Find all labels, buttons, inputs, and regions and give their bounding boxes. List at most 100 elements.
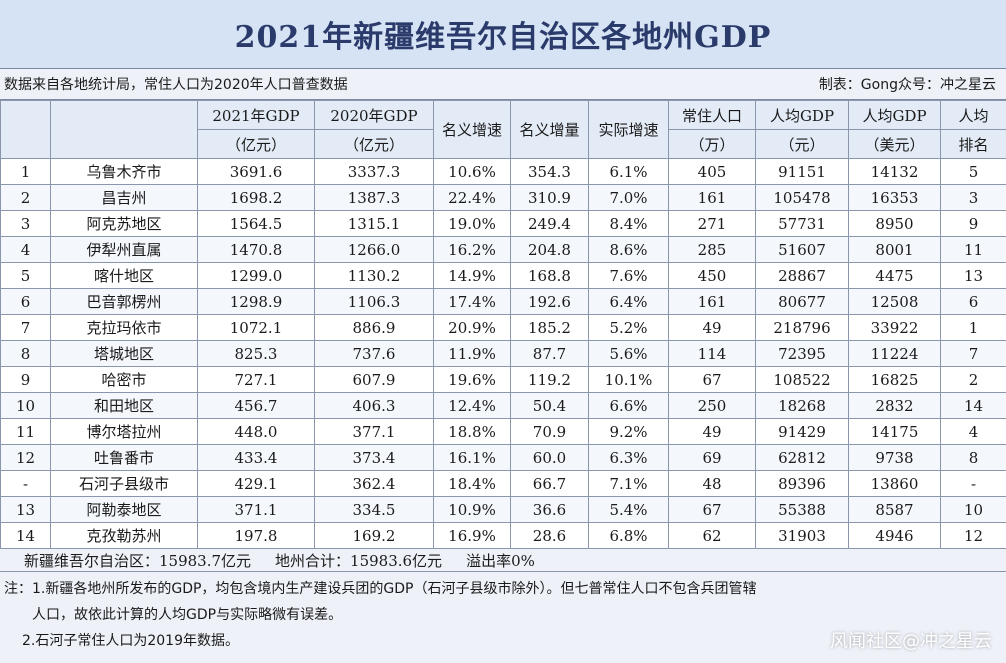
cell-rank: 2 [940,366,1006,393]
header-per-capita-cny-unit: （元） [755,129,849,159]
cell-per-capita-cny: 108522 [755,366,849,393]
cell-gdp2020: 886.9 [314,314,434,341]
cell-index: 13 [0,496,51,523]
header-gdp2020: 2020年GDP [314,100,434,130]
cell-index: 14 [0,522,51,549]
cell-per-capita-cny: 218796 [755,314,849,341]
cell-name: 石河子县级市 [50,470,198,497]
cell-per-capita-cny: 57731 [755,210,849,237]
note-1: 注：1.新疆各地州所发布的GDP，均包含境内生产建设兵团的GDP（石河子县级市除… [4,581,757,597]
table-row: 9 哈密市 727.1 607.9 19.6% 119.2 10.1% 67 108522 168… [0,366,1006,393]
cell-index: 6 [0,288,51,315]
header-per-capita-cny: 人均GDP [755,100,849,130]
cell-per-capita-cny: 89396 [755,470,849,497]
cell-gdp2020: 362.4 [314,470,434,497]
cell-gdp2020: 169.2 [314,522,434,549]
table-row: 2 昌吉州 1698.2 1387.3 22.4% 310.9 7.0% 161 105478 1… [0,184,1006,211]
cell-real-growth: 6.3% [588,444,669,471]
table-row: 1 乌鲁木齐市 3691.6 3337.3 10.6% 354.3 6.1% 405 91151… [0,158,1006,185]
cell-name: 伊犁州直属 [50,236,198,263]
header-row-2: （亿元） （亿元） （万） （元） （美元） 排名 [1,129,1006,159]
cell-real-growth: 8.4% [588,210,669,237]
cell-gdp2021: 456.7 [197,392,315,419]
cell-population: 405 [668,158,756,185]
cell-gdp2020: 377.1 [314,418,434,445]
cell-gdp2020: 1106.3 [314,288,434,315]
header-population: 常住人口 [668,100,756,130]
cell-gdp2021: 197.8 [197,522,315,549]
cell-per-capita-cny: 91151 [755,158,849,185]
cell-population: 161 [668,288,756,315]
cell-real-growth: 5.4% [588,496,669,523]
cell-population: 161 [668,184,756,211]
table-row: 7 克拉玛依市 1072.1 886.9 20.9% 185.2 5.2% 49 218796 3… [0,314,1006,341]
cell-nominal-growth: 18.8% [433,418,511,445]
header-rank-unit: 排名 [940,129,1006,159]
cell-gdp2020: 1130.2 [314,262,434,289]
cell-nominal-increase: 66.7 [510,470,589,497]
header-index [0,100,51,159]
cell-nominal-growth: 20.9% [433,314,511,341]
cell-population: 285 [668,236,756,263]
cell-index: - [0,470,51,497]
header-rank: 人均 [940,100,1006,130]
cell-nominal-growth: 16.2% [433,236,511,263]
table-row: 12 吐鲁番市 433.4 373.4 16.1% 60.0 6.3% 69 62812 9738… [0,444,1006,471]
cell-name: 昌吉州 [50,184,198,211]
cell-nominal-increase: 60.0 [510,444,589,471]
cell-gdp2021: 433.4 [197,444,315,471]
cell-nominal-growth: 16.9% [433,522,511,549]
cell-nominal-increase: 249.4 [510,210,589,237]
header-gdp2020-unit: （亿元） [314,129,434,159]
cell-name: 哈密市 [50,366,198,393]
cell-per-capita-usd: 12508 [848,288,941,315]
cell-gdp2021: 1298.9 [197,288,315,315]
cell-name: 和田地区 [50,392,198,419]
cell-name: 克孜勒苏州 [50,522,198,549]
cell-per-capita-usd: 14132 [848,158,941,185]
cell-per-capita-usd: 14175 [848,418,941,445]
cell-population: 69 [668,444,756,471]
cell-index: 9 [0,366,51,393]
cell-population: 271 [668,210,756,237]
cell-per-capita-usd: 33922 [848,314,941,341]
cell-per-capita-cny: 91429 [755,418,849,445]
watermark: 风闻社区@冲之星云 [830,631,992,652]
cell-rank: 11 [940,236,1006,263]
table-row: 4 伊犁州直属 1470.8 1266.0 16.2% 204.8 8.6% 285 51607… [0,236,1006,263]
cell-gdp2020: 607.9 [314,366,434,393]
cell-real-growth: 5.6% [588,340,669,367]
cell-rank: 14 [940,392,1006,419]
cell-nominal-growth: 18.4% [433,470,511,497]
cell-population: 67 [668,366,756,393]
cell-index: 3 [0,210,51,237]
cell-gdp2021: 1698.2 [197,184,315,211]
cell-gdp2021: 429.1 [197,470,315,497]
cell-real-growth: 6.1% [588,158,669,185]
cell-per-capita-cny: 55388 [755,496,849,523]
cell-gdp2021: 3691.6 [197,158,315,185]
cell-nominal-growth: 10.9% [433,496,511,523]
cell-rank: 7 [940,340,1006,367]
header-gdp2021: 2021年GDP [197,100,315,130]
cell-nominal-growth: 16.1% [433,444,511,471]
cell-rank: 1 [940,314,1006,341]
cell-index: 10 [0,392,51,419]
header-gdp2021-unit: （亿元） [197,129,315,159]
cell-population: 62 [668,522,756,549]
cell-nominal-growth: 10.6% [433,158,511,185]
cell-per-capita-usd: 2832 [848,392,941,419]
cell-gdp2021: 825.3 [197,340,315,367]
cell-nominal-increase: 310.9 [510,184,589,211]
cell-nominal-increase: 168.8 [510,262,589,289]
cell-nominal-increase: 50.4 [510,392,589,419]
cell-nominal-increase: 185.2 [510,314,589,341]
cell-real-growth: 6.6% [588,392,669,419]
cell-rank: 6 [940,288,1006,315]
cell-rank: 8 [940,444,1006,471]
region-total: 新疆维吾尔自治区：15983.7亿元 [24,551,252,570]
cell-index: 1 [0,158,51,185]
cell-per-capita-usd: 9738 [848,444,941,471]
cell-gdp2021: 1470.8 [197,236,315,263]
